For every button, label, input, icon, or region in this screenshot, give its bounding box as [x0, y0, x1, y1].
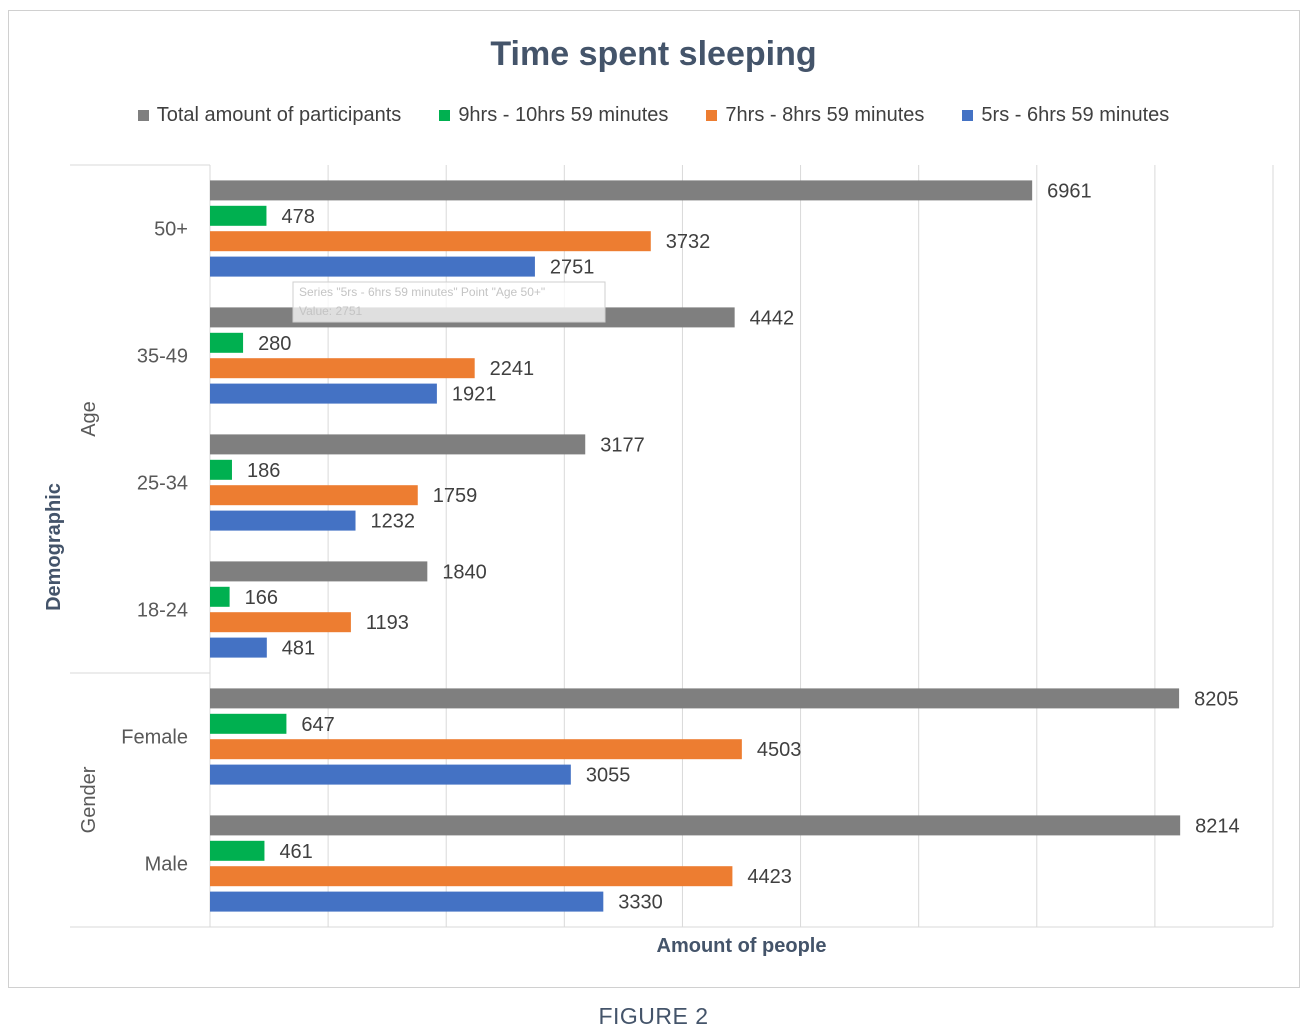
- group-label-gender: Gender: [78, 766, 100, 833]
- data-label: 166: [245, 587, 278, 609]
- data-label: 1759: [433, 485, 478, 507]
- data-label: 4503: [757, 739, 802, 761]
- category-label: Female: [121, 727, 188, 749]
- legend: Total amount of participants 9hrs - 10hrs…: [0, 104, 1307, 127]
- bar-7hrs-8hrs-59-minutes-18-24: [210, 612, 351, 633]
- data-label: 3177: [600, 434, 645, 456]
- group-label-age: Age: [78, 401, 100, 437]
- bar-9hrs-10hrs-59-minutes-50: [210, 205, 267, 226]
- data-label: 1840: [442, 561, 487, 583]
- bar-9hrs-10hrs-59-minutes-male: [210, 840, 265, 861]
- chart-title: Time spent sleeping: [490, 35, 817, 73]
- data-label: 8214: [1195, 815, 1240, 837]
- bar-7hrs-8hrs-59-minutes-male: [210, 866, 733, 887]
- bar-5rs-6hrs-59-minutes-35-49: [210, 383, 437, 404]
- data-label: 4442: [750, 307, 795, 329]
- data-label: 280: [258, 333, 291, 355]
- bar-5rs-6hrs-59-minutes-18-24: [210, 637, 267, 658]
- data-label: 8205: [1194, 688, 1239, 710]
- data-label: 461: [279, 841, 312, 863]
- data-label: 481: [282, 638, 315, 660]
- bar-5rs-6hrs-59-minutes-male: [210, 891, 604, 912]
- bar-5rs-6hrs-59-minutes-50: [210, 256, 535, 277]
- y-axis-title: Demographic: [43, 483, 65, 611]
- data-label: 1232: [371, 511, 416, 533]
- data-label: 1921: [452, 384, 497, 406]
- bar-total-amount-of-participants-female: [210, 688, 1180, 709]
- bar-total-amount-of-participants-50: [210, 180, 1033, 201]
- data-label: 186: [247, 460, 280, 482]
- legend-item-9hrs-10hrs-59-minutes: 9hrs - 10hrs 59 minutes: [439, 104, 668, 127]
- bar-7hrs-8hrs-59-minutes-25-34: [210, 485, 418, 506]
- legend-label: 9hrs - 10hrs 59 minutes: [458, 104, 669, 126]
- bar-9hrs-10hrs-59-minutes-35-49: [210, 332, 244, 353]
- bar-5rs-6hrs-59-minutes-female: [210, 764, 571, 785]
- tooltip-series-text: Series "5rs - 6hrs 59 minutes" Point "Ag…: [299, 285, 545, 299]
- legend-swatch: [962, 110, 974, 121]
- figure-caption: FIGURE 2: [598, 1003, 709, 1029]
- bar-total-amount-of-participants-male: [210, 815, 1181, 836]
- legend-label: 7hrs - 8hrs 59 minutes: [725, 104, 925, 126]
- data-label: 478: [281, 206, 314, 228]
- category-label: 35-49: [137, 346, 188, 368]
- category-label: 25-34: [137, 473, 188, 495]
- legend-label: 5rs - 6hrs 59 minutes: [981, 104, 1170, 126]
- category-label: 18-24: [137, 600, 188, 622]
- bar-7hrs-8hrs-59-minutes-female: [210, 739, 742, 760]
- data-label: 2241: [490, 358, 535, 380]
- bar-7hrs-8hrs-59-minutes-50: [210, 231, 651, 252]
- bar-9hrs-10hrs-59-minutes-25-34: [210, 459, 232, 480]
- legend-item-7hrs-8hrs-59-minutes: 7hrs - 8hrs 59 minutes: [706, 104, 924, 127]
- data-label: 2751: [550, 257, 595, 279]
- x-axis-title: Amount of people: [657, 935, 827, 957]
- bar-9hrs-10hrs-59-minutes-female: [210, 713, 287, 734]
- data-label: 1193: [366, 612, 409, 634]
- bar-9hrs-10hrs-59-minutes-18-24: [210, 586, 230, 607]
- bar-total-amount-of-participants-18-24: [210, 561, 428, 582]
- data-label: 3330: [618, 892, 663, 914]
- bar-5rs-6hrs-59-minutes-25-34: [210, 510, 356, 531]
- legend-swatch: [706, 110, 718, 121]
- legend-item-5rs-6hrs-59-minutes: 5rs - 6hrs 59 minutes: [962, 104, 1169, 127]
- legend-swatch: [137, 110, 149, 121]
- data-label: 3055: [586, 765, 631, 787]
- category-label: Male: [145, 854, 188, 876]
- category-label: 50+: [154, 219, 188, 241]
- legend-item-total-amount-of-participants: Total amount of participants: [137, 104, 402, 127]
- bar-total-amount-of-participants-25-34: [210, 434, 586, 455]
- bar-7hrs-8hrs-59-minutes-35-49: [210, 358, 475, 379]
- data-label: 6961: [1047, 180, 1092, 202]
- data-label: 3732: [666, 231, 711, 253]
- legend-swatch: [439, 110, 451, 121]
- data-label: 647: [301, 714, 334, 736]
- legend-label: Total amount of participants: [156, 104, 402, 126]
- tooltip-box: [292, 281, 606, 323]
- data-label: 4423: [747, 866, 792, 888]
- tooltip-value-text: Value: 2751: [299, 304, 362, 318]
